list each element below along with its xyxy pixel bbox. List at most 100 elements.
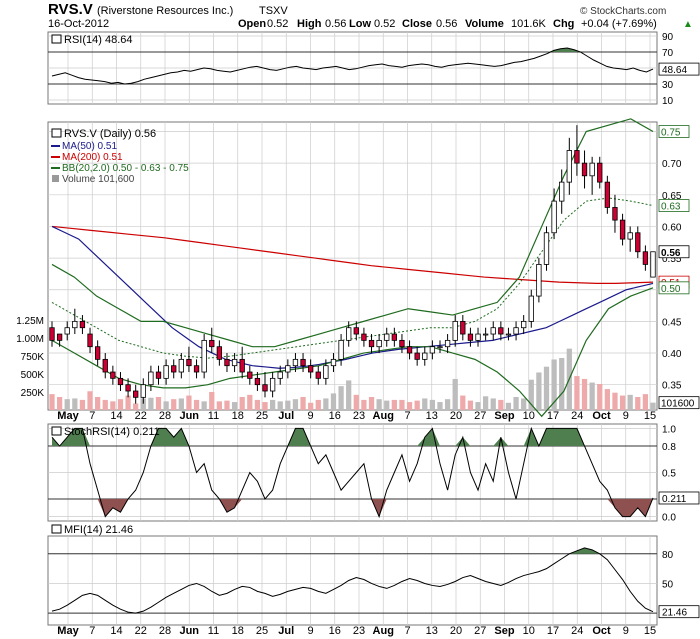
candle-body — [422, 352, 428, 360]
volume-bar — [346, 380, 352, 410]
volume-bar — [429, 399, 436, 410]
volume-bar — [574, 376, 580, 410]
volume-bar — [140, 398, 146, 410]
candle-body — [201, 339, 207, 373]
rsi-y-tick-label: 30 — [662, 80, 674, 91]
candle-body — [56, 333, 63, 341]
volume-bar — [581, 378, 588, 410]
volume-bar — [368, 397, 375, 410]
volume-y-tick-label: 750K — [21, 352, 45, 363]
ohlc-chg-label: Chg — [553, 18, 574, 30]
watermark: © StockCharts.com — [580, 6, 666, 17]
x-tick-label: 24 — [571, 410, 583, 422]
candle-body — [231, 358, 238, 367]
x-tick-label: 22 — [135, 625, 147, 637]
ohlc-high-value: 0.56 — [325, 18, 346, 30]
candle-body — [604, 181, 611, 208]
price-legend-symbol: RVS.V (Daily) 0.56 — [64, 128, 156, 140]
x-tick-label: 25 — [256, 625, 268, 637]
volume-bar — [642, 394, 649, 410]
candle-body — [338, 339, 344, 360]
ohlc-volume-value: 101.6K — [511, 18, 547, 30]
candle-body — [87, 333, 93, 348]
ohlc-open-label: Open — [238, 18, 266, 30]
ohlc-close-value: 0.56 — [436, 18, 457, 30]
volume-bar — [551, 359, 557, 410]
volume-bar — [224, 400, 230, 410]
candle-body — [125, 384, 131, 392]
stochrsi-series-line — [51, 426, 654, 519]
x-tick-label: Jul — [278, 625, 294, 637]
x-tick-label: 7 — [89, 410, 95, 422]
volume-bar — [361, 399, 367, 410]
x-tick-label: Aug — [373, 625, 394, 637]
volume-bar — [95, 397, 101, 410]
price-y-tick-label: 0.40 — [662, 349, 682, 360]
price-value-tag — [658, 281, 690, 295]
volume-bar — [133, 403, 139, 410]
volume-bar — [399, 399, 405, 410]
rsi-y-tick-label: 10 — [662, 96, 674, 107]
volume-bar — [521, 398, 527, 410]
rsi-last-value-tag — [658, 62, 700, 76]
rsi-legend-swatch — [51, 34, 62, 44]
candle-body — [543, 232, 550, 265]
candle-body — [330, 358, 337, 367]
volume-bar — [102, 399, 108, 410]
candle-body — [642, 251, 649, 265]
x-tick-label: 15 — [644, 625, 656, 637]
volume-bar — [72, 398, 78, 410]
ohlc-low-value: 0.52 — [374, 18, 395, 30]
candle-body — [209, 339, 215, 348]
candle-body — [597, 162, 603, 183]
candle-body — [528, 295, 534, 322]
candle-body — [475, 333, 481, 341]
x-tick-label: 27 — [474, 410, 486, 422]
stochrsi-legend-label: StochRSI(14) 0.211 — [64, 426, 160, 438]
mfi-y-tick-label: 50 — [662, 579, 674, 590]
volume-bar — [292, 399, 299, 410]
candle-body — [102, 358, 108, 373]
candle-body — [110, 371, 116, 379]
x-tick-label: 23 — [353, 410, 365, 422]
volume-bar — [619, 395, 626, 410]
volume-bar — [56, 397, 63, 410]
candle-body — [566, 150, 572, 183]
rsi-series-line — [51, 47, 654, 85]
candle-body — [308, 365, 314, 373]
price-value-tag-label: 0.56 — [661, 248, 681, 259]
volume-bar — [155, 397, 162, 410]
volume-bar — [406, 402, 413, 410]
candle-body — [64, 327, 70, 335]
mfi-last-value-label: 21.46 — [662, 608, 687, 619]
volume-bar — [231, 402, 238, 410]
candle-body — [536, 264, 542, 297]
x-tick-label: 16 — [329, 410, 341, 422]
x-tick-label: 17 — [547, 410, 559, 422]
volume-bar — [467, 400, 474, 410]
candle-body — [117, 377, 124, 386]
volume-bar — [87, 391, 93, 410]
ohlc-open-value: 0.52 — [267, 18, 288, 30]
volume-bar — [209, 391, 215, 410]
mfi-last-value-tag — [658, 605, 700, 619]
stochrsi-oversold-area — [52, 498, 653, 517]
ma50-line — [51, 225, 654, 369]
candle-body — [460, 320, 466, 335]
price-y-tick-label: 0.60 — [662, 222, 682, 233]
volume-bar — [543, 366, 550, 410]
stochrsi-legend: StochRSI(14) 0.211 — [51, 426, 160, 438]
mfi-overbought-area — [52, 547, 653, 554]
volume-bar — [163, 401, 169, 410]
change-up-icon: ▲ — [683, 19, 693, 30]
candle-body — [505, 333, 512, 336]
bb-lower-line — [51, 287, 654, 418]
candle-body — [224, 358, 230, 367]
x-tick-label: 24 — [571, 625, 583, 637]
ma200-line — [51, 225, 654, 285]
volume-bar — [216, 401, 222, 410]
candle-body — [155, 371, 162, 379]
candle-body — [193, 365, 200, 373]
volume-bar — [269, 399, 276, 410]
volume-bar — [597, 384, 603, 410]
